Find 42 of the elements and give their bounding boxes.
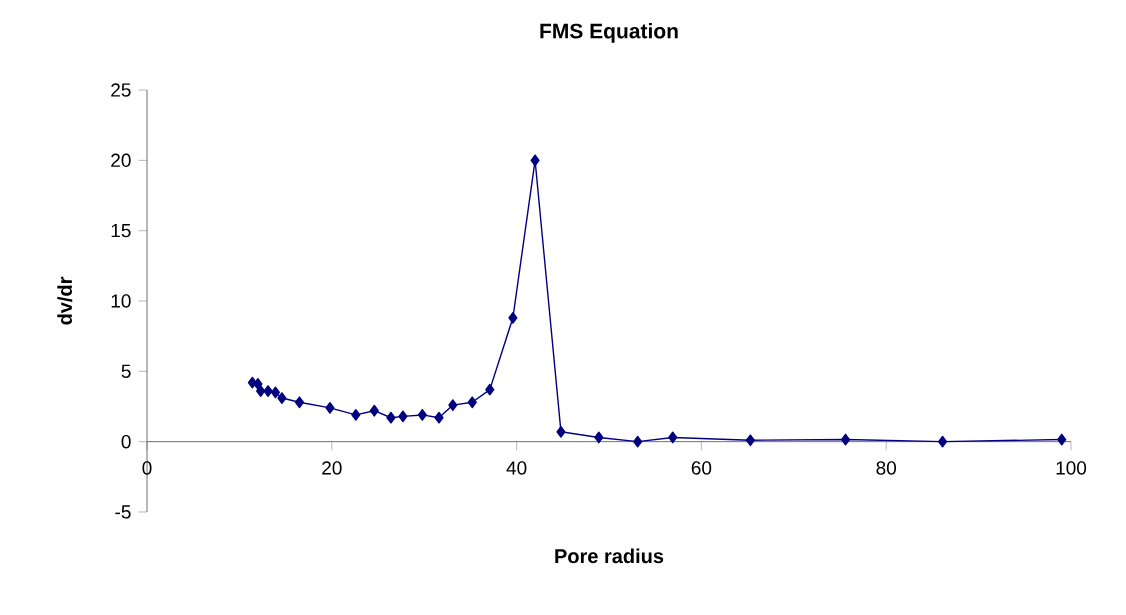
point: [556, 425, 566, 438]
point: [448, 399, 458, 411]
point: [485, 383, 495, 396]
point: [840, 433, 851, 446]
x-tick-label: 100: [1056, 461, 1087, 475]
point: [386, 411, 396, 424]
point: [253, 378, 263, 390]
x-tick-label: 40: [506, 461, 527, 475]
point: [530, 154, 540, 167]
point: [398, 410, 408, 423]
x-tick-label: 80: [876, 461, 897, 475]
point: [325, 401, 335, 414]
point: [294, 396, 305, 409]
point: [277, 392, 287, 404]
y-tick-label: 20: [111, 153, 131, 168]
point: [467, 396, 477, 409]
point: [256, 385, 266, 397]
y-tick-label: 15: [111, 224, 131, 238]
x-tick-label: 0: [142, 461, 152, 475]
point: [1057, 433, 1067, 446]
point: [508, 311, 518, 324]
point: [594, 431, 604, 444]
point: [668, 431, 678, 444]
point: [369, 404, 379, 417]
point: [937, 435, 948, 448]
chart-title: FMS Equation: [540, 23, 678, 43]
point: [434, 411, 444, 424]
y-tick-label: 5: [121, 364, 131, 378]
y-tick-label: -5: [115, 505, 131, 519]
y-tick-label: 25: [111, 83, 131, 97]
y-tick-label: 10: [111, 294, 131, 308]
point: [351, 409, 361, 421]
y-axis-title: dv/dr: [57, 276, 73, 325]
point: [745, 434, 755, 447]
point: [270, 386, 281, 399]
point: [633, 435, 643, 448]
x-tick-label: 60: [691, 461, 712, 475]
x-axis-title: Pore radius: [555, 548, 664, 564]
point: [417, 409, 427, 421]
point: [263, 385, 273, 397]
y-tick-label: 0: [121, 434, 131, 449]
x-tick-label: 20: [322, 461, 342, 475]
